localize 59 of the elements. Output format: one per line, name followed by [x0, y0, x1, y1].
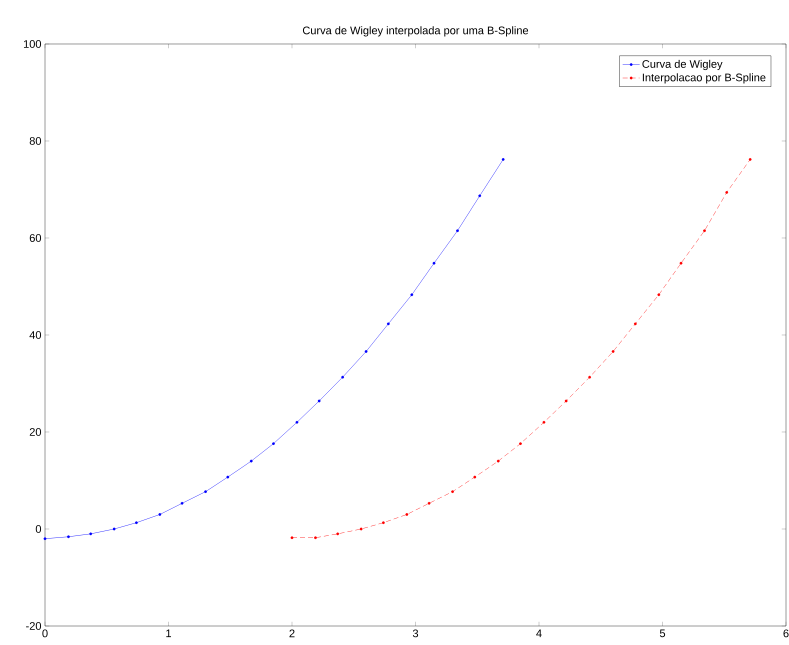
point	[341, 376, 344, 379]
point	[386, 322, 390, 326]
y-tick-label: 20	[30, 428, 42, 436]
point	[748, 158, 752, 161]
point	[634, 322, 637, 326]
y-tick-label: -20	[26, 622, 42, 630]
point	[204, 490, 207, 494]
point	[432, 262, 436, 265]
y-tick-label: 60	[30, 234, 42, 242]
point	[314, 536, 317, 540]
point	[657, 293, 660, 296]
point	[478, 194, 482, 198]
point	[44, 537, 46, 540]
point	[564, 400, 568, 402]
y-tick-label: 40	[29, 331, 42, 339]
point	[588, 376, 592, 379]
x-tick-label: 4	[536, 630, 542, 638]
point	[180, 502, 184, 505]
point	[272, 442, 275, 446]
x-tick-label: 6	[784, 630, 789, 638]
point	[290, 536, 294, 540]
x-tick-label: 1	[166, 630, 172, 638]
point	[89, 532, 92, 536]
chart-title: Curva de Wigley interpolada por uma B-Spline	[302, 26, 528, 36]
y-tick-label: 80	[30, 137, 42, 145]
point	[428, 502, 430, 505]
point	[405, 513, 408, 516]
point	[382, 521, 385, 524]
point	[680, 262, 682, 265]
point	[496, 460, 500, 462]
point	[336, 532, 340, 536]
x-tick-label: 2	[289, 630, 295, 638]
point	[112, 528, 116, 530]
x-tick-label: 5	[660, 630, 666, 638]
point	[296, 420, 298, 424]
point	[542, 420, 546, 424]
point	[725, 191, 728, 194]
y-tick-label: 0	[36, 525, 42, 533]
point	[67, 535, 70, 538]
y-tick-label: 100	[24, 40, 42, 48]
point	[360, 528, 363, 530]
legend-label: Interpolacao por B-Spline	[642, 73, 766, 84]
x-tick-label: 0	[42, 630, 48, 638]
point	[519, 442, 522, 446]
point	[502, 158, 505, 161]
x-tick-label: 3	[412, 630, 418, 638]
point	[226, 476, 230, 479]
point	[250, 460, 253, 462]
point	[134, 521, 138, 524]
point	[410, 293, 414, 296]
point	[456, 229, 459, 232]
point	[473, 476, 476, 479]
point	[318, 400, 321, 402]
point	[451, 490, 454, 494]
point	[158, 513, 162, 516]
point	[364, 350, 368, 353]
legend-label: Curva de Wigley	[642, 60, 723, 70]
point	[703, 229, 706, 232]
point	[612, 350, 615, 353]
